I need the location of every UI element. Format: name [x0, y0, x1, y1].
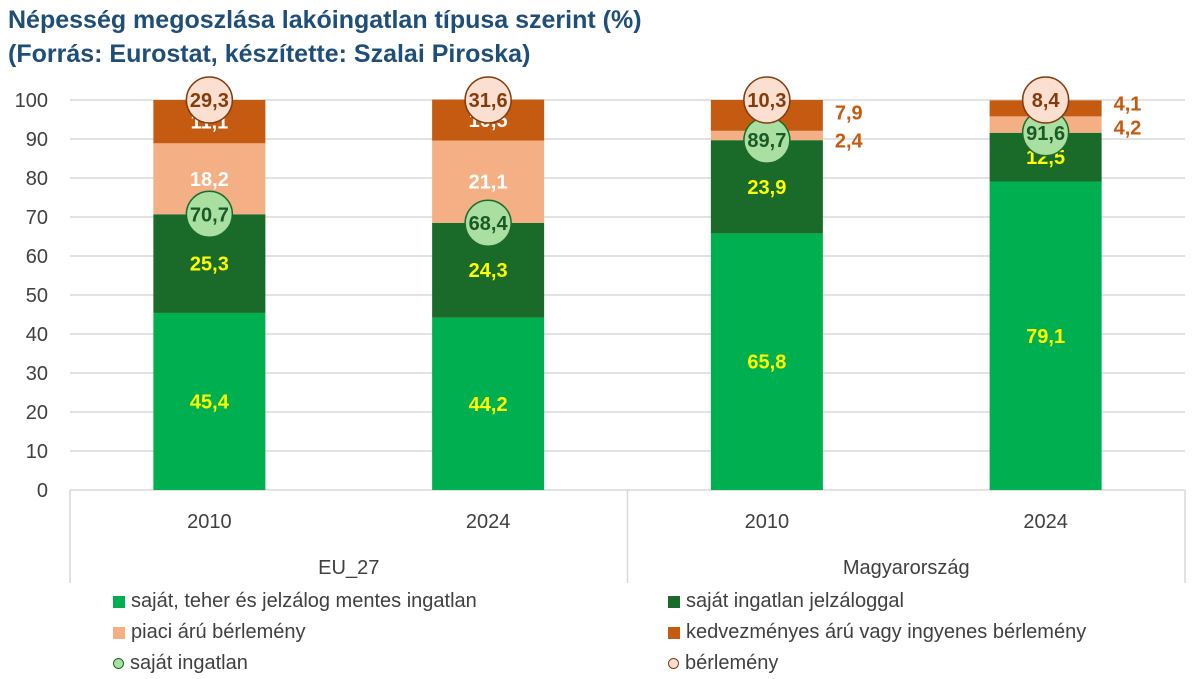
- data-label: 21,1: [469, 172, 508, 194]
- marker-circle: [743, 76, 791, 124]
- x-tick-label: 2010: [745, 511, 790, 533]
- data-label: 18,2: [190, 169, 229, 191]
- marker-label: 70,7: [190, 204, 229, 226]
- y-tick-label: 90: [26, 129, 48, 151]
- legend-item-rented: bérlemény: [668, 652, 778, 675]
- data-label: 23,9: [747, 177, 786, 199]
- legend-item-owned: saját ingatlan: [113, 652, 248, 675]
- data-label: 24,3: [469, 260, 508, 282]
- y-tick-label: 60: [26, 246, 48, 268]
- group-label: Magyarország: [843, 557, 970, 579]
- marker-label: 31,6: [469, 90, 508, 112]
- marker-label: 29,3: [190, 90, 229, 112]
- chart-subtitle: (Forrás: Eurostat, készítette: Szalai Pi…: [8, 40, 531, 68]
- bar-segment: [153, 312, 266, 490]
- marker-circle: [464, 199, 512, 247]
- x-tick-label: 2010: [187, 511, 232, 533]
- legend-item-mortgage: saját ingatlan jelzáloggal: [668, 590, 904, 613]
- marker-label: 89,7: [747, 130, 786, 152]
- legend-swatch: [668, 626, 680, 639]
- group-label: EU_27: [318, 557, 379, 579]
- chart-title: Népesség megoszlása lakóingatlan típusa …: [8, 6, 642, 34]
- marker-label: 91,6: [1026, 123, 1065, 145]
- marker-label: 8,4: [1032, 90, 1061, 112]
- legend-item-reduced-rent: kedvezményes árú vagy ingyenes bérlemény: [668, 621, 1086, 644]
- data-label: 45,4: [190, 391, 230, 413]
- legend-item-market-rent: piaci árú bérlemény: [113, 621, 306, 644]
- bar-segment: [710, 233, 823, 490]
- y-tick-label: 50: [26, 285, 48, 307]
- legend-label: saját ingatlan jelzáloggal: [686, 590, 904, 612]
- marker-label: 68,4: [469, 213, 509, 235]
- legend-item-free-owned: saját, teher és jelzálog mentes ingatlan: [113, 590, 477, 613]
- legend-label: kedvezményes árú vagy ingyenes bérlemény: [686, 621, 1087, 643]
- y-tick-label: 30: [26, 363, 48, 385]
- bar-segment: [989, 181, 1102, 490]
- legend-swatch: [113, 595, 125, 608]
- marker-circle: [185, 76, 234, 124]
- legend-swatch: [113, 626, 125, 639]
- y-tick-label: 20: [26, 402, 48, 424]
- legend-label: bérlemény: [685, 652, 779, 674]
- data-label: 7,9: [835, 102, 863, 124]
- legend-label: saját, teher és jelzálog mentes ingatlan: [131, 590, 477, 612]
- data-label: 79,1: [1026, 326, 1065, 348]
- data-label: 4,2: [1114, 118, 1142, 140]
- legend-swatch: [668, 595, 680, 608]
- legend-label: saját ingatlan: [130, 652, 248, 674]
- data-label: 2,4: [835, 130, 864, 152]
- data-label: 44,2: [469, 394, 508, 416]
- y-tick-label: 10: [26, 441, 48, 463]
- data-label: 65,8: [747, 352, 786, 374]
- legend-circle-icon: [668, 658, 679, 669]
- legend-label: piaci árú bérlemény: [131, 621, 306, 643]
- marker-circle: [185, 190, 234, 239]
- data-label: 25,3: [190, 254, 229, 276]
- marker-label: 10,3: [747, 90, 786, 112]
- data-label: 4,1: [1114, 93, 1142, 115]
- y-tick-label: 100: [15, 90, 48, 112]
- x-tick-label: 2024: [466, 511, 511, 533]
- legend-circle-icon: [113, 658, 124, 669]
- marker-circle: [464, 76, 512, 124]
- y-tick-label: 80: [26, 168, 48, 190]
- marker-circle: [1021, 76, 1070, 124]
- x-tick-label: 2024: [1023, 511, 1068, 533]
- y-tick-label: 70: [26, 207, 48, 229]
- bar-segment: [432, 317, 545, 490]
- y-tick-label: 0: [37, 480, 48, 502]
- y-tick-label: 40: [26, 324, 48, 346]
